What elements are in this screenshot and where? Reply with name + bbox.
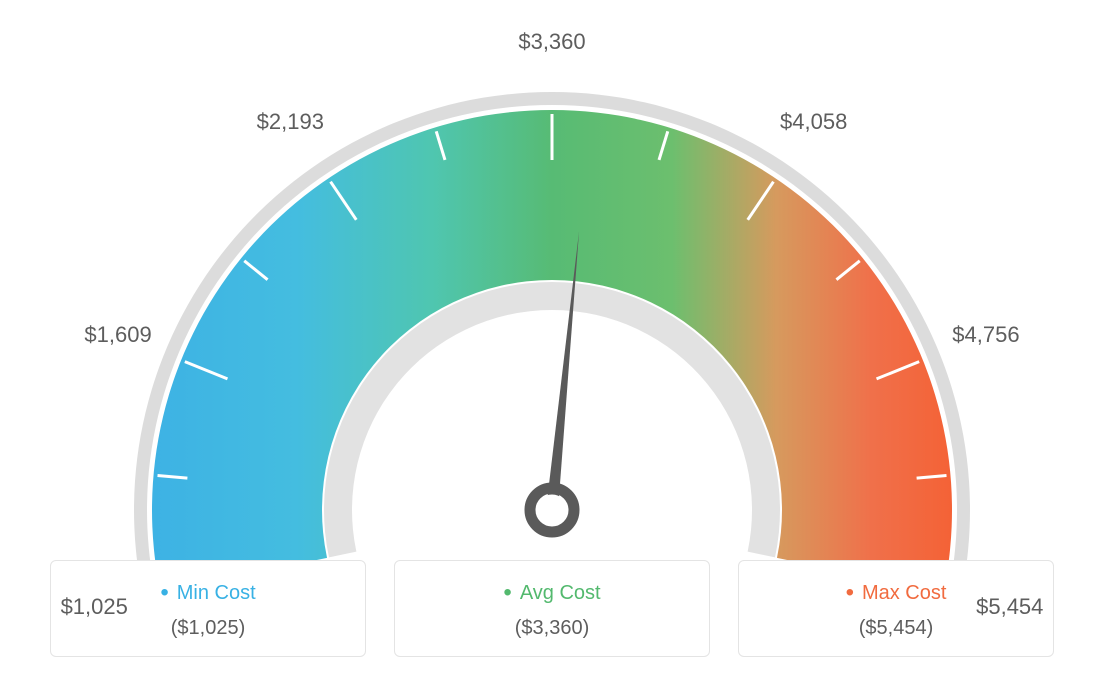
gauge-tick-label: $1,025 xyxy=(61,594,128,620)
legend-value-max: ($5,454) xyxy=(749,617,1043,640)
legend-card-avg: Avg Cost ($3,360) xyxy=(394,560,710,657)
legend-row: Min Cost ($1,025) Avg Cost ($3,360) Max … xyxy=(20,560,1084,657)
gauge-tick-label: $2,193 xyxy=(257,109,324,135)
gauge-tick-label: $4,756 xyxy=(952,322,1019,348)
gauge-area: $1,025$1,609$2,193$3,360$4,058$4,756$5,4… xyxy=(20,20,1084,560)
legend-title-avg: Avg Cost xyxy=(405,579,699,607)
cost-gauge-chart: $1,025 $1,609 $2,193 $3,360 $4,058 $4,756 $5,4… xyxy=(0,0,1104,690)
gauge-svg xyxy=(20,20,1084,560)
gauge-tick-label: $3,360 xyxy=(518,29,585,55)
legend-value-avg: ($3,360) xyxy=(405,617,699,640)
gauge-tick-label: $5,454 xyxy=(976,594,1043,620)
gauge-tick-label: $1,609 xyxy=(84,322,151,348)
legend-value-min: ($1,025) xyxy=(61,617,355,640)
gauge-tick-label: $4,058 xyxy=(780,109,847,135)
